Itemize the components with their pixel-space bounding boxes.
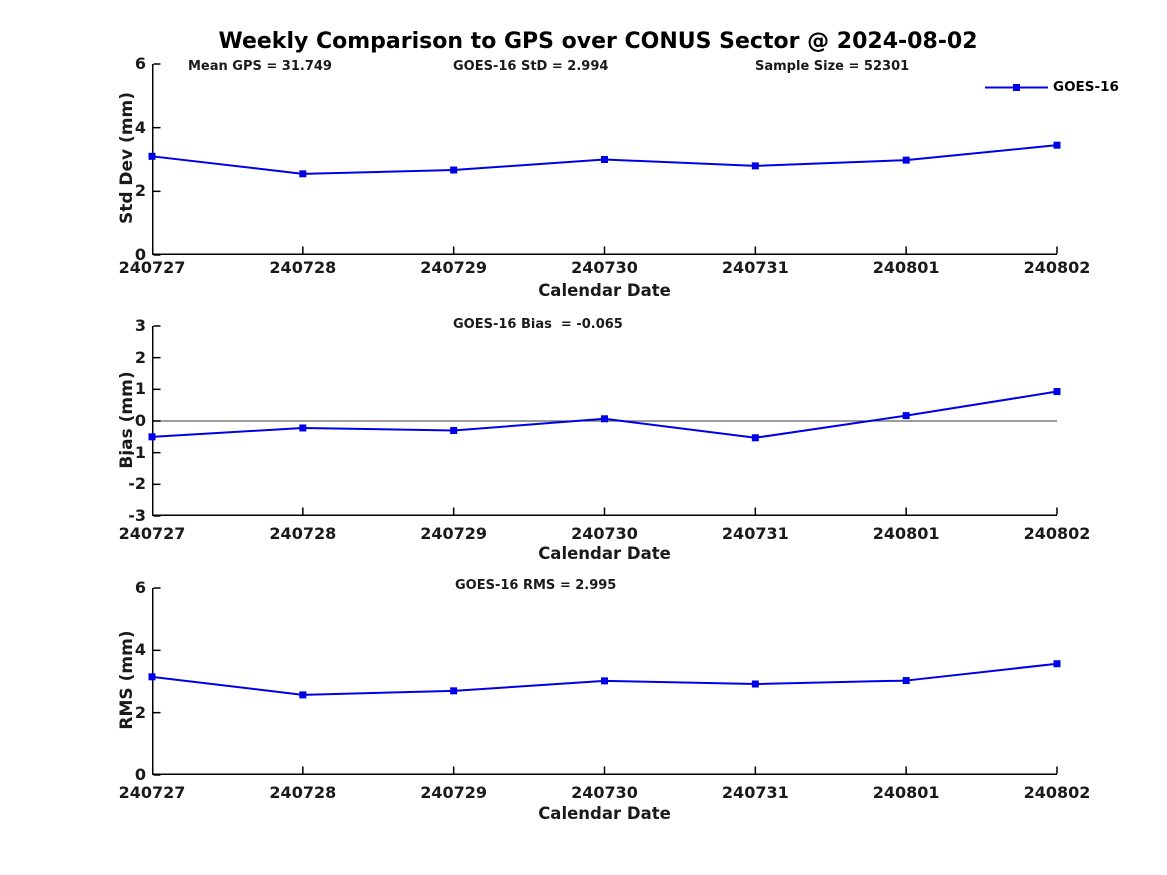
- bias-y-tick-label: 3: [134, 316, 146, 335]
- bias-x-tick-label: 240730: [571, 524, 638, 543]
- rms-annotation-0: GOES-16 RMS = 2.995: [455, 578, 617, 593]
- std-dev-y-tick-label: 4: [134, 117, 146, 137]
- bias-x-tick-label: 240801: [872, 524, 940, 543]
- rms-x-tick-label: 240802: [1023, 783, 1091, 802]
- bias-y-tick-label: -2: [128, 474, 146, 494]
- std-dev-data-point-marker: [299, 170, 307, 178]
- std-dev-annotation-0: Mean GPS = 31.749: [188, 59, 332, 74]
- rms-y-tick-label: 2: [134, 702, 146, 722]
- std-dev-x-tick-label: 240729: [420, 258, 488, 277]
- std-dev-data-point-marker: [751, 162, 759, 170]
- rms-data-point-marker: [450, 687, 458, 695]
- rms-data-point-marker: [902, 677, 910, 685]
- bias-y-tick-label: 1: [134, 379, 146, 399]
- std-dev-annotation-1: GOES-16 StD = 2.994: [453, 59, 609, 74]
- bias-series-line: [151, 390, 1058, 439]
- rms-x-tick-label: 240729: [420, 783, 488, 802]
- std-dev-x-axis-label: Calendar Date: [538, 281, 671, 300]
- std-dev-x-tick-label: 240731: [721, 258, 789, 277]
- std-dev-y-tick-label: 2: [134, 181, 146, 201]
- std-dev-annotation-2: Sample Size = 52301: [755, 59, 910, 74]
- bias-y-tick-label: -3: [128, 506, 146, 525]
- rms-data-point-marker: [148, 673, 156, 681]
- std-dev-y-tick-label: 0: [134, 245, 146, 264]
- rms-data-point-marker: [299, 691, 307, 699]
- bias-annotation-0: GOES-16 Bias = -0.065: [453, 317, 623, 332]
- bias-data-point-marker: [299, 424, 307, 432]
- rms-y-axis-label: RMS (mm): [117, 630, 137, 730]
- std-dev-plot-area: [148, 63, 1061, 256]
- bias-x-tick-label: 240729: [420, 524, 488, 543]
- bias-data-point-marker: [148, 433, 156, 441]
- rms-data-point-marker: [601, 677, 608, 685]
- rms-data-point-marker: [751, 680, 759, 688]
- rms-x-tick-label: 240801: [872, 783, 940, 802]
- std-dev-data-point-marker: [902, 156, 910, 164]
- rms-y-tick-label: 6: [134, 578, 146, 597]
- std-dev-x-tick-label: 240728: [269, 258, 337, 277]
- std-dev-x-tick-label: 240727: [118, 258, 186, 277]
- legend-line-sample: [985, 84, 1048, 91]
- legend-label: GOES-16: [1053, 79, 1119, 95]
- std-dev-data-point-marker: [148, 152, 156, 160]
- std-dev-x-tick-label: 240730: [571, 258, 638, 277]
- bias-y-tick-label: -1: [128, 442, 146, 462]
- bias-data-point-marker: [601, 415, 608, 423]
- rms-x-tick-label: 240728: [269, 783, 337, 802]
- rms-plot-area: [148, 587, 1061, 776]
- bias-x-tick-label: 240731: [721, 524, 789, 543]
- bias-data-point-marker: [450, 427, 458, 434]
- std-dev-data-point-marker: [601, 156, 608, 163]
- rms-x-tick-label: 240731: [721, 783, 789, 802]
- std-dev-x-tick-label: 240802: [1023, 258, 1091, 277]
- rms-data-point-marker: [1053, 660, 1061, 668]
- bias-y-tick-label: 0: [134, 411, 146, 430]
- bias-data-point-marker: [1053, 388, 1061, 396]
- bias-x-tick-label: 240727: [118, 524, 186, 543]
- bias-data-point-marker: [751, 434, 759, 442]
- rms-y-tick-label: 0: [134, 765, 146, 784]
- rms-x-axis-label: Calendar Date: [538, 804, 671, 823]
- bias-y-tick-label: 2: [134, 347, 146, 367]
- bias-data-point-marker: [902, 412, 910, 420]
- rms-y-tick-label: 4: [134, 640, 146, 660]
- bias-x-tick-label: 240728: [269, 524, 337, 543]
- bias-x-tick-label: 240802: [1023, 524, 1091, 543]
- std-dev-data-point-marker: [450, 166, 458, 174]
- std-dev-y-axis-label: Std Dev (mm): [117, 91, 137, 225]
- rms-x-tick-label: 240727: [118, 783, 186, 802]
- figure-title: Weekly Comparison to GPS over CONUS Sect…: [218, 29, 978, 54]
- bias-plot-area: [148, 325, 1061, 517]
- std-dev-y-tick-label: 6: [134, 54, 146, 73]
- rms-x-tick-label: 240730: [571, 783, 638, 802]
- std-dev-data-point-marker: [1053, 141, 1061, 149]
- bias-x-axis-label: Calendar Date: [538, 544, 671, 563]
- std-dev-x-tick-label: 240801: [872, 258, 940, 277]
